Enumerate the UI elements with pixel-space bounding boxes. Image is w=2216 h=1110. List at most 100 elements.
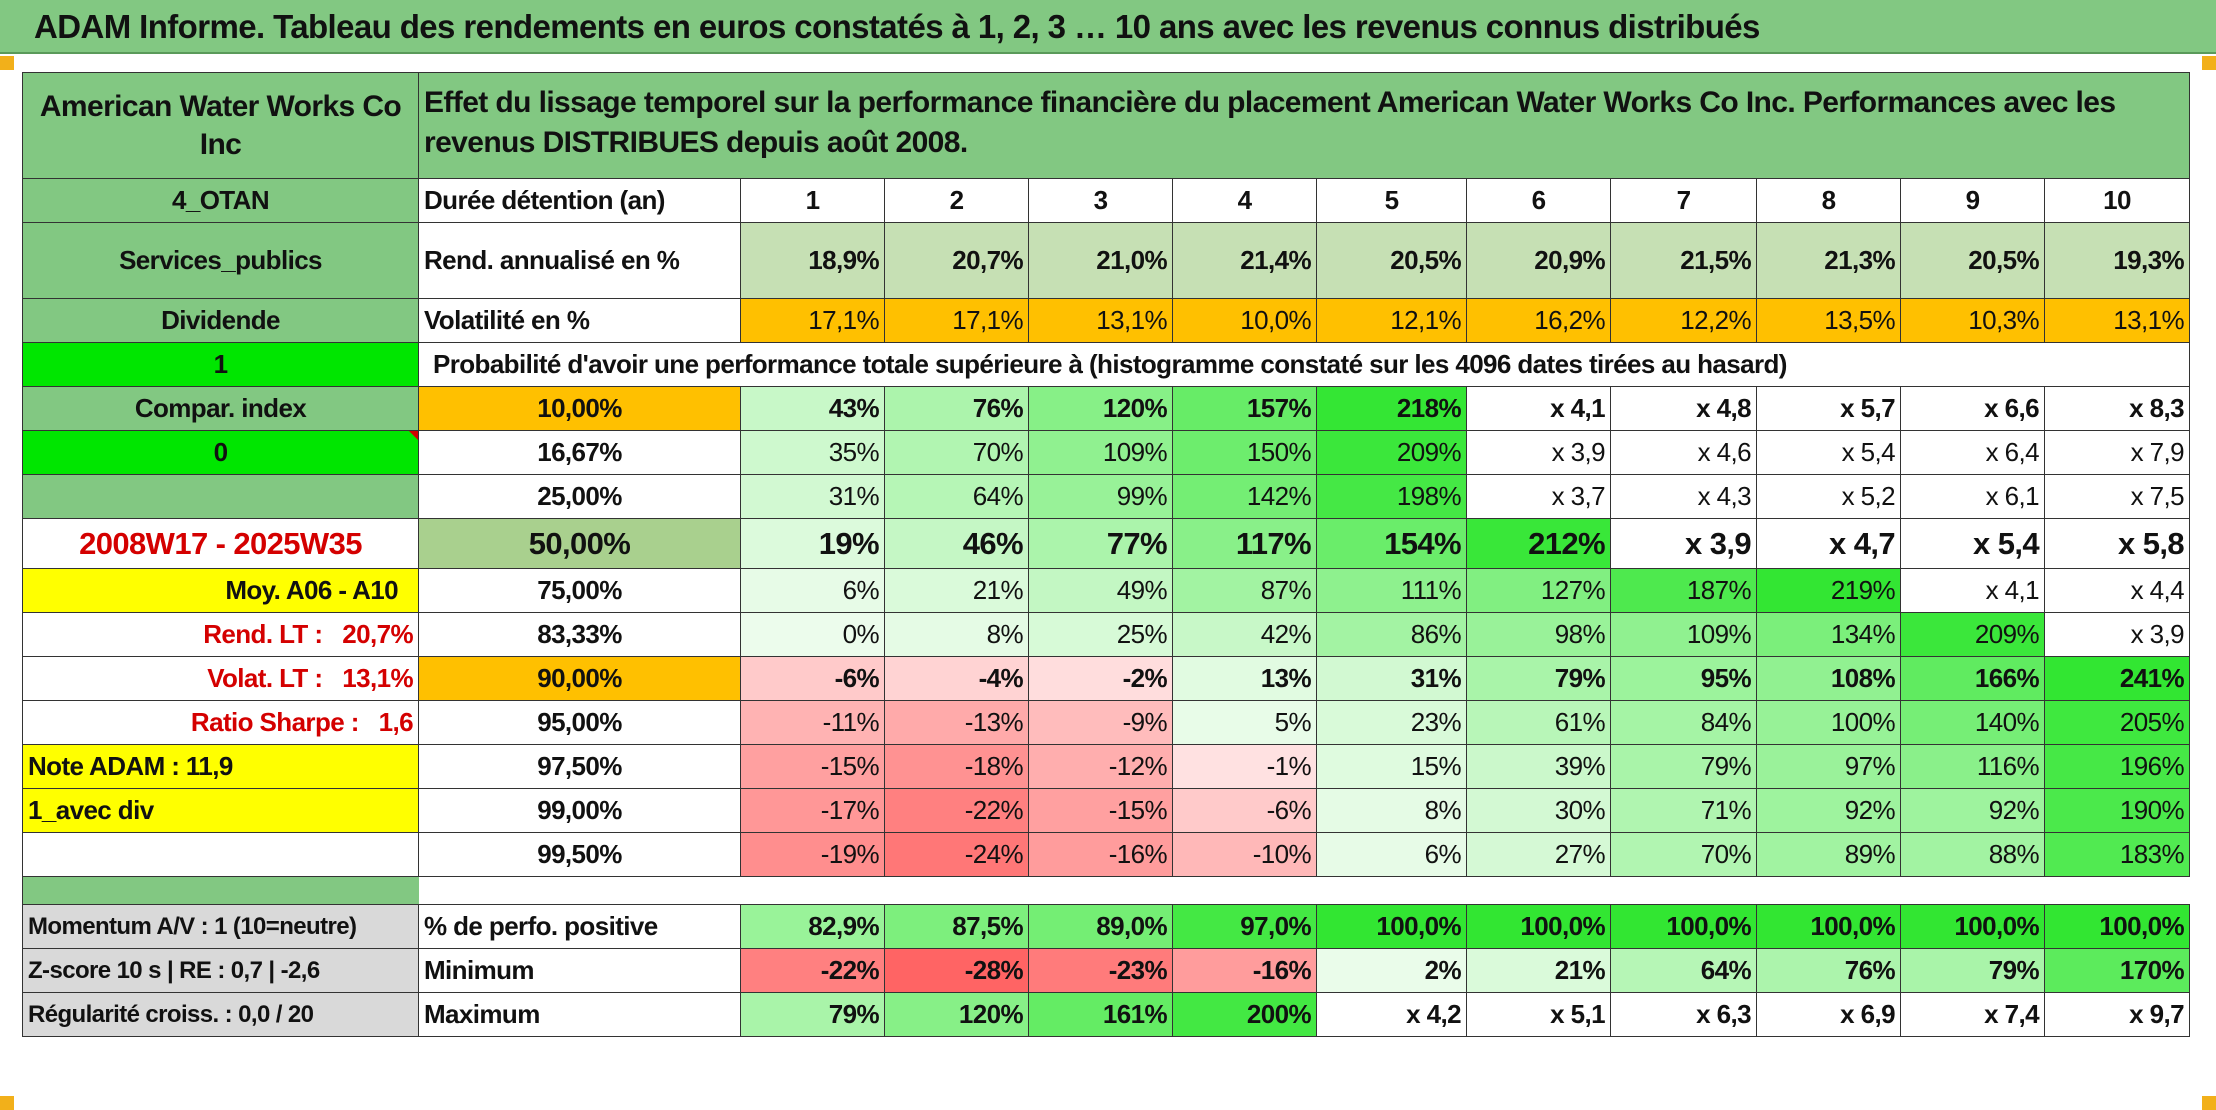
prob-value: 209% xyxy=(1900,612,2045,657)
prob-value: 21% xyxy=(884,568,1029,613)
stat-value: -28% xyxy=(884,948,1029,993)
header-row: American Water Works Co Inc Effet du liss… xyxy=(22,72,2190,179)
corner-marker xyxy=(0,1096,14,1110)
prob-value: -24% xyxy=(884,832,1029,877)
positive-row: Momentum A/V : 1 (10=neutre)% de perfo. … xyxy=(22,904,2190,949)
prob-value: 8% xyxy=(884,612,1029,657)
stat-value: x 9,7 xyxy=(2044,992,2190,1037)
prob-value: 86% xyxy=(1316,612,1467,657)
volat-lt-title: Volat. LT : xyxy=(207,663,323,693)
prob-header-row: 1 Probabilité d'avoir une performance tot… xyxy=(22,342,2190,387)
prob-value: 142% xyxy=(1172,474,1317,519)
stat-value: x 4,2 xyxy=(1316,992,1467,1037)
prob-value: 95% xyxy=(1610,656,1757,701)
prob-value: 79% xyxy=(1610,744,1757,789)
prob-value: -12% xyxy=(1028,744,1173,789)
prob-value: x 4,6 xyxy=(1610,430,1757,475)
page-title: ADAM Informe. Tableau des rendements en … xyxy=(34,8,1760,45)
prob-value: x 3,9 xyxy=(1466,430,1611,475)
year-header: 10 xyxy=(2044,178,2190,223)
prob-value: 23% xyxy=(1316,700,1467,745)
prob-value: -22% xyxy=(884,788,1029,833)
prob-value: -10% xyxy=(1172,832,1317,877)
stat-value: 87,5% xyxy=(884,904,1029,949)
prob-value: 111% xyxy=(1316,568,1467,613)
year-header: 9 xyxy=(1900,178,2045,223)
prob-row: Compar. index 10,00% 43% 76% 120% 157% 218% x 4… xyxy=(22,386,2190,431)
vol-value: 10,3% xyxy=(1900,298,2045,343)
vol-value: 12,2% xyxy=(1610,298,1757,343)
otan-label: 4_OTAN xyxy=(22,178,419,223)
prob-value: 71% xyxy=(1610,788,1757,833)
prob-value: 190% xyxy=(2044,788,2190,833)
rend-lt-title: Rend. LT : xyxy=(203,619,323,649)
volat-lt-value: 13,1% xyxy=(342,663,413,693)
zero-flag: 0 xyxy=(22,430,419,475)
stat-value: 100,0% xyxy=(1900,904,2045,949)
year-header: 4 xyxy=(1172,178,1317,223)
volat-lt-label: Volat. LT : 13,1% xyxy=(22,656,419,701)
prob-value: 15% xyxy=(1316,744,1467,789)
vol-value: 16,2% xyxy=(1466,298,1611,343)
prob-value: 198% xyxy=(1316,474,1467,519)
vol-value: 13,1% xyxy=(1028,298,1173,343)
vol-value: 17,1% xyxy=(884,298,1029,343)
prob-threshold: 90,00% xyxy=(418,656,741,701)
prob-value: 84% xyxy=(1610,700,1757,745)
prob-value: x 5,8 xyxy=(2044,518,2190,569)
stat-value: x 6,3 xyxy=(1610,992,1757,1037)
prob-value: x 4,1 xyxy=(1466,386,1611,431)
year-header: 3 xyxy=(1028,178,1173,223)
stat-value: x 6,9 xyxy=(1756,992,1901,1037)
prob-value: x 3,7 xyxy=(1466,474,1611,519)
prob-value: 166% xyxy=(1900,656,2045,701)
prob-row: 25,00% 31% 64% 99% 142% 198% x 3,7 x 4,3 x 5,2 x … xyxy=(22,474,2190,519)
prob-value: -1% xyxy=(1172,744,1317,789)
prob-row: 0 16,67% 35% 70% 109% 150% 209% x 3,9 x 4,6 x 5,4… xyxy=(22,430,2190,475)
prob-threshold: 97,50% xyxy=(418,744,741,789)
stat-value: 100,0% xyxy=(1316,904,1467,949)
prob-value: 117% xyxy=(1172,518,1317,569)
prob-value: -6% xyxy=(1172,788,1317,833)
avec-div-label: 1_avec div xyxy=(22,788,419,833)
vol-value: 10,0% xyxy=(1172,298,1317,343)
positive-label: % de perfo. positive xyxy=(418,904,741,949)
empty-cell xyxy=(2044,342,2190,387)
year-header: 8 xyxy=(1756,178,1901,223)
stat-value: x 7,4 xyxy=(1900,992,2045,1037)
prob-value: 77% xyxy=(1028,518,1173,569)
prob-row: Volat. LT : 13,1% 90,00% -6% -4% -2% 13% 31% 79… xyxy=(22,656,2190,701)
prob-threshold: 16,67% xyxy=(418,430,741,475)
empty-side xyxy=(22,832,419,877)
prob-value: 187% xyxy=(1610,568,1757,613)
stat-value: 100,0% xyxy=(1610,904,1757,949)
prob-value: 49% xyxy=(1028,568,1173,613)
stat-value: 79% xyxy=(1900,948,2045,993)
regularite-label: Régularité croiss. : 0,0 / 20 xyxy=(22,992,419,1037)
prob-value: 35% xyxy=(740,430,885,475)
prob-value: -15% xyxy=(740,744,885,789)
prob-row: Rend. LT : 20,7% 83,33% 0% 8% 25% 42% 86% 98% 10… xyxy=(22,612,2190,657)
year-header: 2 xyxy=(884,178,1029,223)
prob-value: x 3,9 xyxy=(1610,518,1757,569)
stat-value: 79% xyxy=(740,992,885,1037)
company-name: American Water Works Co Inc xyxy=(22,72,419,179)
prob-threshold: 95,00% xyxy=(418,700,741,745)
prob-threshold: 99,00% xyxy=(418,788,741,833)
prob-value: 6% xyxy=(740,568,885,613)
prob-value: 30% xyxy=(1466,788,1611,833)
prob-row: 2008W17 - 2025W35 50,00% 19% 46% 77% 117% 154%… xyxy=(22,518,2190,569)
prob-value: -9% xyxy=(1028,700,1173,745)
spacer-blank xyxy=(418,876,2190,905)
prob-value: 70% xyxy=(1610,832,1757,877)
prob-value: 212% xyxy=(1466,518,1611,569)
prob-value: 6% xyxy=(1316,832,1467,877)
rend-value: 21,3% xyxy=(1756,222,1901,299)
prob-value: 89% xyxy=(1756,832,1901,877)
stat-value: 89,0% xyxy=(1028,904,1173,949)
prob-value: 64% xyxy=(884,474,1029,519)
prob-row: Note ADAM : 11,9 97,50% -15% -18% -12% -1% 15%… xyxy=(22,744,2190,789)
vol-value: 17,1% xyxy=(740,298,885,343)
rend-value: 20,5% xyxy=(1316,222,1467,299)
prob-threshold: 99,50% xyxy=(418,832,741,877)
